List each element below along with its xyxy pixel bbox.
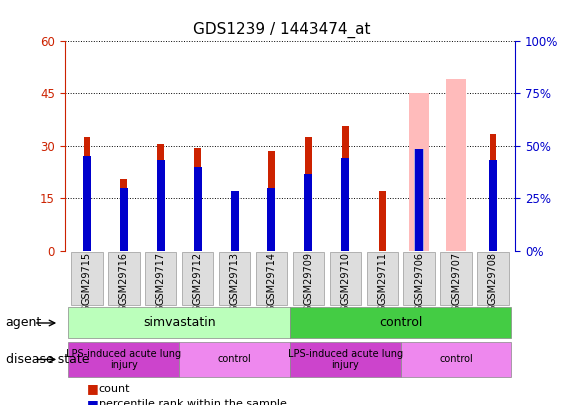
Bar [194, 167, 202, 251]
Text: GSM29709: GSM29709 [303, 252, 314, 305]
FancyBboxPatch shape [71, 252, 102, 305]
Text: ■: ■ [87, 398, 99, 405]
FancyBboxPatch shape [440, 252, 472, 305]
FancyBboxPatch shape [401, 342, 511, 377]
Text: GSM29711: GSM29711 [377, 252, 387, 305]
FancyBboxPatch shape [404, 252, 435, 305]
Text: count: count [99, 384, 130, 394]
Text: GSM29717: GSM29717 [156, 252, 166, 305]
Text: simvastatin: simvastatin [143, 316, 216, 330]
Text: disease state: disease state [6, 353, 89, 366]
Bar [342, 126, 348, 251]
Text: GSM29707: GSM29707 [451, 252, 461, 305]
FancyBboxPatch shape [69, 342, 179, 377]
Text: control: control [379, 316, 422, 330]
Text: LPS-induced acute lung
injury: LPS-induced acute lung injury [288, 349, 403, 370]
Text: GSM29713: GSM29713 [230, 252, 240, 305]
Text: LPS-induced acute lung
injury: LPS-induced acute lung injury [66, 349, 181, 370]
Text: GDS1239 / 1443474_at: GDS1239 / 1443474_at [193, 22, 370, 38]
Bar [194, 147, 201, 167]
Bar [490, 134, 497, 160]
Bar [305, 137, 312, 251]
Text: GSM29714: GSM29714 [266, 252, 276, 305]
Text: GSM29712: GSM29712 [193, 252, 203, 305]
Bar [83, 137, 90, 156]
Text: percentile rank within the sample: percentile rank within the sample [99, 399, 287, 405]
Bar [305, 137, 312, 174]
Text: ■: ■ [87, 382, 99, 395]
FancyBboxPatch shape [290, 342, 401, 377]
FancyBboxPatch shape [293, 252, 324, 305]
Bar [489, 160, 497, 251]
FancyBboxPatch shape [256, 252, 287, 305]
Bar [194, 147, 201, 251]
Bar [158, 144, 164, 160]
Text: GSM29708: GSM29708 [488, 252, 498, 305]
Text: GSM29715: GSM29715 [82, 252, 92, 305]
Bar [268, 151, 275, 188]
Bar [120, 188, 128, 251]
Bar [268, 151, 275, 251]
FancyBboxPatch shape [145, 252, 176, 305]
Bar [409, 93, 430, 251]
Bar [231, 192, 239, 251]
Bar [120, 179, 127, 188]
Bar [267, 188, 275, 251]
FancyBboxPatch shape [182, 252, 213, 305]
Bar [415, 149, 423, 251]
Text: GSM29710: GSM29710 [340, 252, 350, 305]
Text: control: control [218, 354, 252, 364]
FancyBboxPatch shape [108, 252, 140, 305]
Bar [414, 149, 424, 251]
FancyBboxPatch shape [179, 342, 290, 377]
Bar [120, 179, 127, 251]
FancyBboxPatch shape [69, 307, 290, 339]
Bar [83, 137, 90, 251]
Text: agent: agent [6, 316, 42, 330]
Bar [305, 174, 312, 251]
Bar [83, 156, 91, 251]
FancyBboxPatch shape [477, 252, 509, 305]
FancyBboxPatch shape [290, 307, 511, 339]
Bar [446, 79, 466, 251]
Bar [341, 158, 349, 251]
FancyBboxPatch shape [329, 252, 361, 305]
Bar [490, 134, 497, 251]
Text: GSM29716: GSM29716 [119, 252, 129, 305]
Text: control: control [439, 354, 473, 364]
Bar [158, 144, 164, 251]
Bar [379, 192, 386, 251]
Bar [231, 193, 238, 251]
FancyBboxPatch shape [367, 252, 398, 305]
FancyBboxPatch shape [219, 252, 251, 305]
Bar [342, 126, 348, 158]
Bar [157, 160, 165, 251]
Text: GSM29706: GSM29706 [414, 252, 424, 305]
